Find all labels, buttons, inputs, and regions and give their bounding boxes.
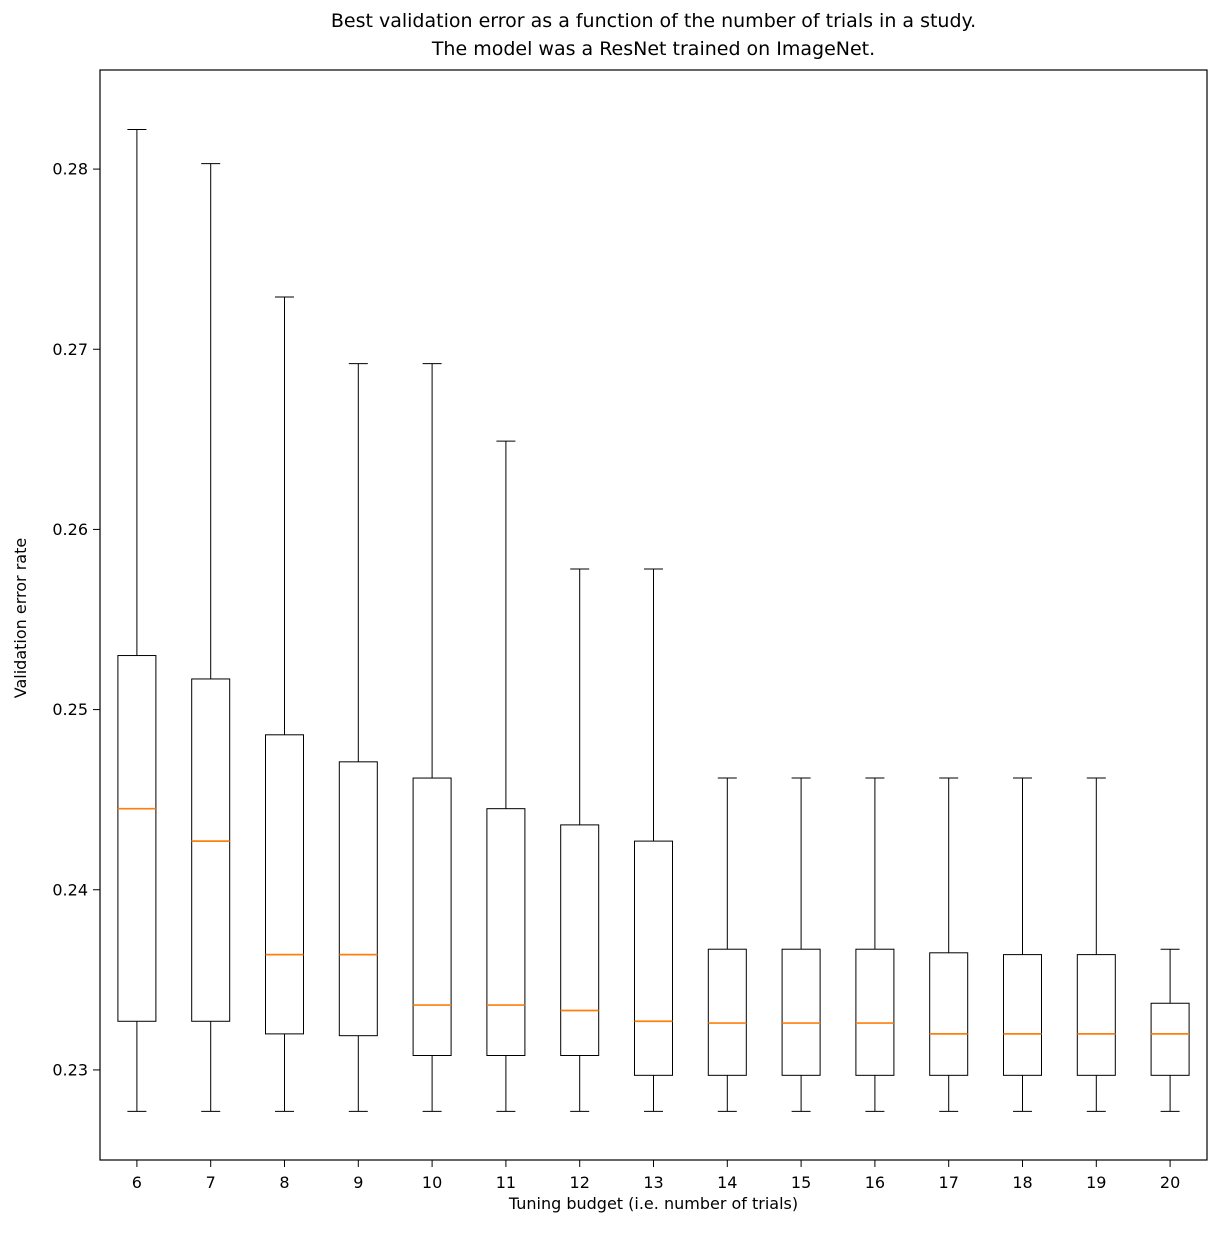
x-axis-label: Tuning budget (i.e. number of trials) [508, 1194, 799, 1213]
x-axis: 6 7 8 9 10 11 12 13 14 15 16 17 18 19 20 [132, 1160, 1180, 1192]
y-axis-label: Validation error rate [11, 537, 30, 699]
box-16 [855, 777, 895, 1112]
x-tick-label: 19 [1086, 1173, 1106, 1192]
chart-title: Best validation error as a function of t… [330, 10, 977, 60]
box-19 [1076, 777, 1116, 1112]
x-tick-label: 11 [496, 1173, 516, 1192]
iqr-box [486, 808, 526, 1057]
box-10 [412, 363, 452, 1112]
y-tick-label: 0.26 [52, 520, 88, 539]
x-tick-label: 15 [791, 1173, 811, 1192]
box-15 [781, 777, 821, 1112]
x-tick-label: 14 [717, 1173, 737, 1192]
x-tick-label: 13 [643, 1173, 663, 1192]
box-17 [929, 777, 969, 1112]
y-tick-label: 0.25 [52, 700, 88, 719]
box-12 [560, 568, 600, 1112]
iqr-box [191, 678, 231, 1022]
iqr-box [855, 948, 895, 1076]
box-6 [117, 128, 157, 1112]
x-tick-label: 7 [206, 1173, 216, 1192]
iqr-box [929, 952, 969, 1076]
box-20 [1150, 948, 1190, 1112]
iqr-box [560, 824, 600, 1057]
iqr-box [265, 734, 304, 1035]
iqr-box [781, 948, 821, 1076]
box-7 [191, 163, 231, 1112]
x-tick-label: 17 [939, 1173, 959, 1192]
y-tick-label: 0.28 [52, 160, 88, 179]
iqr-box [1076, 954, 1116, 1076]
box-9 [338, 363, 378, 1112]
y-axis: 0.23 0.24 0.25 0.26 0.27 0.28 [52, 160, 100, 1079]
iqr-box [412, 777, 452, 1057]
x-tick-label: 18 [1012, 1173, 1032, 1192]
iqr-box [1150, 1002, 1190, 1076]
x-tick-label: 12 [570, 1173, 590, 1192]
y-tick-label: 0.27 [52, 340, 88, 359]
box-8 [265, 296, 304, 1112]
x-tick-label: 16 [865, 1173, 885, 1192]
y-tick-label: 0.24 [52, 880, 88, 899]
box-13 [634, 568, 673, 1112]
x-tick-label: 8 [279, 1173, 289, 1192]
x-tick-label: 9 [353, 1173, 363, 1192]
x-tick-label: 20 [1160, 1173, 1180, 1192]
box-14 [707, 777, 747, 1112]
box-11 [486, 440, 526, 1112]
iqr-box [1003, 954, 1042, 1076]
iqr-box [338, 761, 378, 1037]
x-tick-label: 6 [132, 1173, 142, 1192]
iqr-box [117, 655, 157, 1022]
box-18 [1003, 777, 1042, 1112]
y-tick-label: 0.23 [52, 1060, 88, 1079]
iqr-box [634, 840, 673, 1076]
iqr-box [707, 948, 747, 1076]
x-tick-label: 10 [422, 1173, 442, 1192]
